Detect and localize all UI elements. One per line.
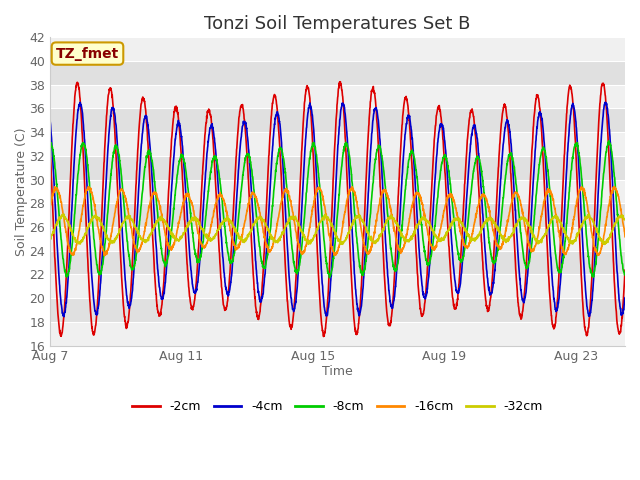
Bar xyxy=(50,275,625,298)
Bar xyxy=(50,85,625,108)
Bar xyxy=(50,108,625,132)
Bar xyxy=(50,251,625,275)
X-axis label: Time: Time xyxy=(322,365,353,378)
Bar xyxy=(50,322,625,346)
Text: TZ_fmet: TZ_fmet xyxy=(56,47,119,60)
Bar xyxy=(50,132,625,156)
Bar xyxy=(50,180,625,204)
Y-axis label: Soil Temperature (C): Soil Temperature (C) xyxy=(15,127,28,256)
Bar xyxy=(50,61,625,85)
Bar xyxy=(50,204,625,227)
Legend: -2cm, -4cm, -8cm, -16cm, -32cm: -2cm, -4cm, -8cm, -16cm, -32cm xyxy=(127,395,548,418)
Title: Tonzi Soil Temperatures Set B: Tonzi Soil Temperatures Set B xyxy=(204,15,471,33)
Bar xyxy=(50,298,625,322)
Bar xyxy=(50,156,625,180)
Bar xyxy=(50,37,625,61)
Bar xyxy=(50,227,625,251)
